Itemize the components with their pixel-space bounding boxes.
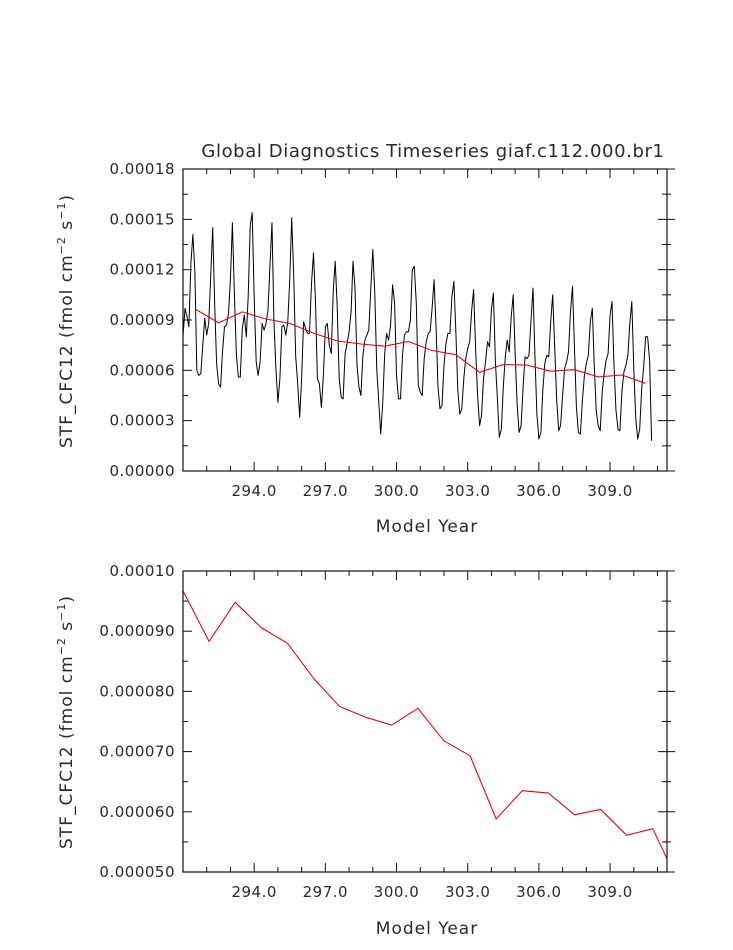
ylabel-exp2: −1 xyxy=(55,603,68,621)
bottom-x-axis-title: Model Year xyxy=(376,919,478,939)
ylabel-exp1: −2 xyxy=(55,637,68,655)
y-tick-label: 0.00015 xyxy=(109,210,175,228)
y-tick-label: 0.00003 xyxy=(109,412,175,430)
bottom-chart-series xyxy=(182,590,668,860)
top-x-axis-title: Model Year xyxy=(376,517,478,537)
top-x-tick-labels: 294.0 297.0 300.0 303.0 306.0 309.0 xyxy=(231,482,632,500)
x-tick-label: 297.0 xyxy=(303,883,348,901)
bottom-y-axis-title: STF_CFC12 (fmol cm−2 s−1) xyxy=(55,595,77,849)
y-tick-label: 0.000060 xyxy=(99,803,175,821)
annual-mean-series-line xyxy=(182,590,668,860)
ylabel-end: ) xyxy=(57,194,77,202)
ylabel-mid: s xyxy=(57,621,77,637)
y-tick-label: 0.00010 xyxy=(109,562,175,580)
x-tick-label: 300.0 xyxy=(374,883,419,901)
bottom-chart: 0.000050 0.000060 0.000070 0.000080 0.000090… xyxy=(55,562,675,939)
x-tick-label: 306.0 xyxy=(516,883,561,901)
x-tick-label: 306.0 xyxy=(516,482,561,500)
x-tick-label: 294.0 xyxy=(231,883,276,901)
bottom-y-tick-labels: 0.000050 0.000060 0.000070 0.000080 0.000090… xyxy=(99,562,175,881)
top-chart: Global Diagnostics Timeseries giaf.c112.… xyxy=(55,141,675,537)
y-tick-label: 0.00006 xyxy=(109,361,175,379)
y-tick-label: 0.000090 xyxy=(99,622,175,640)
annual-mean-series-line xyxy=(194,308,646,384)
ylabel-end: ) xyxy=(57,595,77,603)
x-tick-label: 303.0 xyxy=(445,883,490,901)
top-plot-frame xyxy=(182,168,668,472)
bottom-plot-frame xyxy=(182,570,668,873)
monthly-series-line xyxy=(182,212,653,441)
x-tick-label: 309.0 xyxy=(587,482,632,500)
ylabel-mid: s xyxy=(57,220,77,236)
x-tick-label: 297.0 xyxy=(303,482,348,500)
y-tick-label: 0.00000 xyxy=(109,462,175,480)
top-y-tick-labels: 0.00000 0.00003 0.00006 0.00009 0.00012 0.000… xyxy=(109,160,175,480)
top-chart-axes xyxy=(182,168,675,472)
y-tick-label: 0.000050 xyxy=(99,863,175,881)
ylabel-main: STF_CFC12 (fmol cm xyxy=(57,254,77,448)
y-tick-label: 0.000070 xyxy=(99,743,175,761)
x-tick-label: 300.0 xyxy=(374,482,419,500)
chart-title: Global Diagnostics Timeseries giaf.c112.… xyxy=(201,141,664,162)
y-tick-label: 0.00009 xyxy=(109,311,175,329)
top-y-axis-title: STF_CFC12 (fmol cm−2 s−1) xyxy=(55,194,77,448)
ylabel-exp2: −1 xyxy=(55,202,68,220)
x-tick-label: 303.0 xyxy=(445,482,490,500)
y-tick-label: 0.000080 xyxy=(99,682,175,700)
x-tick-label: 309.0 xyxy=(587,883,632,901)
y-tick-label: 0.00012 xyxy=(109,261,175,279)
ylabel-main: STF_CFC12 (fmol cm xyxy=(57,655,77,849)
bottom-x-tick-labels: 294.0 297.0 300.0 303.0 306.0 309.0 xyxy=(231,883,632,901)
ylabel-exp1: −2 xyxy=(55,236,68,254)
y-tick-label: 0.00018 xyxy=(109,160,175,178)
top-chart-series xyxy=(182,212,653,441)
x-tick-label: 294.0 xyxy=(231,482,276,500)
